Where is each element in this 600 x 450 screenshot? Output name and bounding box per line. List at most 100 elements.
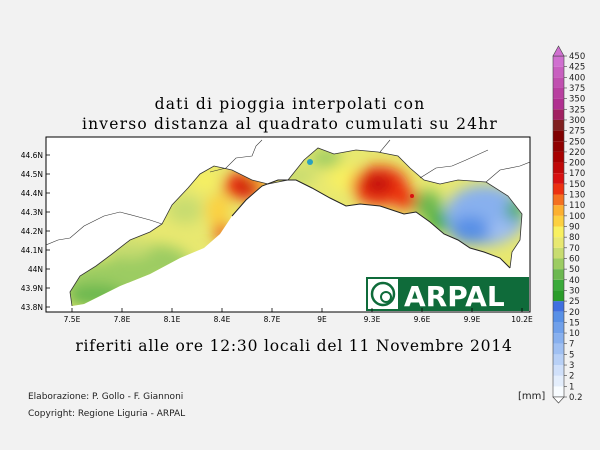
legend-level-label: 375 xyxy=(569,84,585,94)
longitude-ticks: 7.5E 7.8E 8.1E 8.4E 8.7E 9E 9.3E 9.6E 9.9E 10.2E xyxy=(64,308,533,324)
lon-tick-label: 8.1E xyxy=(164,315,181,324)
legend-color-bin xyxy=(553,365,564,376)
lat-tick-label: 44.5N xyxy=(21,170,43,179)
legend-level-label: 325 xyxy=(569,105,585,115)
region-border xyxy=(69,147,523,307)
legend-color-bin xyxy=(553,205,564,216)
lon-tick-label: 8.7E xyxy=(264,315,281,324)
lon-tick-label: 9E xyxy=(317,315,327,324)
map-subtitle: riferiti alle ore 12:30 locali del 11 No… xyxy=(75,337,513,355)
legend-color-bin xyxy=(553,301,564,312)
legend-level-label: 25 xyxy=(569,297,580,307)
lat-tick-label: 44N xyxy=(28,265,43,274)
legend-color-bin xyxy=(553,322,564,334)
legend-color-bin xyxy=(553,194,564,206)
legend-color-bin xyxy=(553,215,564,227)
lat-tick-label: 44.2N xyxy=(21,227,43,236)
credit-copyright: Copyright: Regione Liguria - ARPAL xyxy=(28,409,186,419)
legend-color-bin xyxy=(553,354,564,366)
legend-color-bin xyxy=(553,183,564,195)
legend-color-bin xyxy=(553,258,564,270)
legend-level-label: 100 xyxy=(569,212,585,222)
legend-color-bin xyxy=(553,333,564,344)
legend-level-label: 50 xyxy=(569,265,580,275)
legend-color-bin xyxy=(553,66,564,78)
legend-level-label: 1 xyxy=(569,382,574,392)
legend-level-label: 70 xyxy=(569,244,580,254)
legend-level-label: 15 xyxy=(569,318,580,328)
legend-level-label: 170 xyxy=(569,169,585,179)
legend-level-label: 220 xyxy=(569,148,585,158)
legend-level-label: 80 xyxy=(569,233,580,243)
legend-level-label: 300 xyxy=(569,116,585,126)
legend-level-label: 3 xyxy=(569,361,574,371)
legend-color-bin xyxy=(553,98,564,110)
arpal-logo-icon xyxy=(370,281,396,307)
legend-level-label: 40 xyxy=(569,276,580,286)
legend-level-label: 20 xyxy=(569,308,580,318)
lat-tick-label: 44.6N xyxy=(21,151,43,160)
legend-color-bin xyxy=(553,237,564,248)
legend-color-bin xyxy=(553,162,564,174)
legend-level-label: 7 xyxy=(569,340,574,350)
lon-tick-label: 9.3E xyxy=(364,315,381,324)
legend-level-label: 60 xyxy=(569,254,580,264)
legend-color-bin xyxy=(553,141,564,152)
lat-tick-label: 44.1N xyxy=(21,246,43,255)
legend-level-label: 90 xyxy=(569,223,580,233)
lon-tick-label: 9.6E xyxy=(414,315,431,324)
legend-color-bin xyxy=(553,173,564,184)
legend-color-bin xyxy=(553,269,564,280)
lon-tick-label: 7.8E xyxy=(114,315,131,324)
map-title-line1: dati di pioggia interpolati con xyxy=(154,95,426,113)
lat-tick-label: 43.9N xyxy=(21,284,43,293)
unit-label: [mm] xyxy=(518,391,546,402)
credit-elaborazione: Elaborazione: P. Gollo - F. Giannoni xyxy=(28,392,184,402)
legend-color-bin xyxy=(553,119,564,131)
legend-color-bin xyxy=(553,151,564,163)
legend-color-bin xyxy=(553,311,564,323)
legend-color-bin xyxy=(553,290,564,302)
arpal-logo-text: ARPAL xyxy=(404,280,505,313)
legend-color-bin xyxy=(553,247,564,259)
lon-tick-label: 8.4E xyxy=(214,315,231,324)
rain-station-marker xyxy=(307,159,313,165)
legend-color-bin xyxy=(553,87,564,99)
legend-color-bin xyxy=(553,226,564,238)
lon-tick-label: 9.9E xyxy=(464,315,481,324)
legend-color-bin xyxy=(553,386,564,397)
map-title-line2: inverso distanza al quadrato cumulati su… xyxy=(81,115,499,133)
lat-tick-label: 44.4N xyxy=(21,189,43,198)
legend-level-label: 0.2 xyxy=(569,393,583,403)
legend-top-arrow xyxy=(552,45,565,57)
legend-level-label: 130 xyxy=(569,191,585,201)
legend-level-label: 400 xyxy=(569,73,585,83)
legend-level-label: 425 xyxy=(569,63,585,73)
legend-level-label: 275 xyxy=(569,127,585,137)
legend-level-label: 450 xyxy=(569,52,585,62)
lat-tick-label: 44.3N xyxy=(21,208,43,217)
legend-level-label: 110 xyxy=(569,201,585,211)
legend-color-bin xyxy=(553,109,564,120)
legend-level-label: 200 xyxy=(569,159,585,169)
legend-level-label: 2 xyxy=(569,372,574,382)
legend-level-label: 350 xyxy=(569,95,585,105)
legend-level-label: 250 xyxy=(569,137,585,147)
arpal-logo: ARPAL xyxy=(366,277,529,313)
lon-tick-label: 10.2E xyxy=(511,315,533,324)
lon-tick-label: 7.5E xyxy=(64,315,81,324)
legend-color-bin xyxy=(553,130,564,142)
province-borders xyxy=(46,139,530,246)
legend-color-bin xyxy=(553,375,564,387)
legend-level-label: 10 xyxy=(569,329,580,339)
legend-color-bin xyxy=(553,77,564,88)
legend-bottom-arrow xyxy=(552,396,565,404)
legend-level-label: 5 xyxy=(569,350,574,360)
legend-color-bin xyxy=(553,279,564,291)
legend-level-label: 150 xyxy=(569,180,585,190)
legend-level-label: 30 xyxy=(569,286,580,296)
lat-tick-label: 43.8N xyxy=(21,303,43,312)
legend-color-bin xyxy=(553,343,564,355)
